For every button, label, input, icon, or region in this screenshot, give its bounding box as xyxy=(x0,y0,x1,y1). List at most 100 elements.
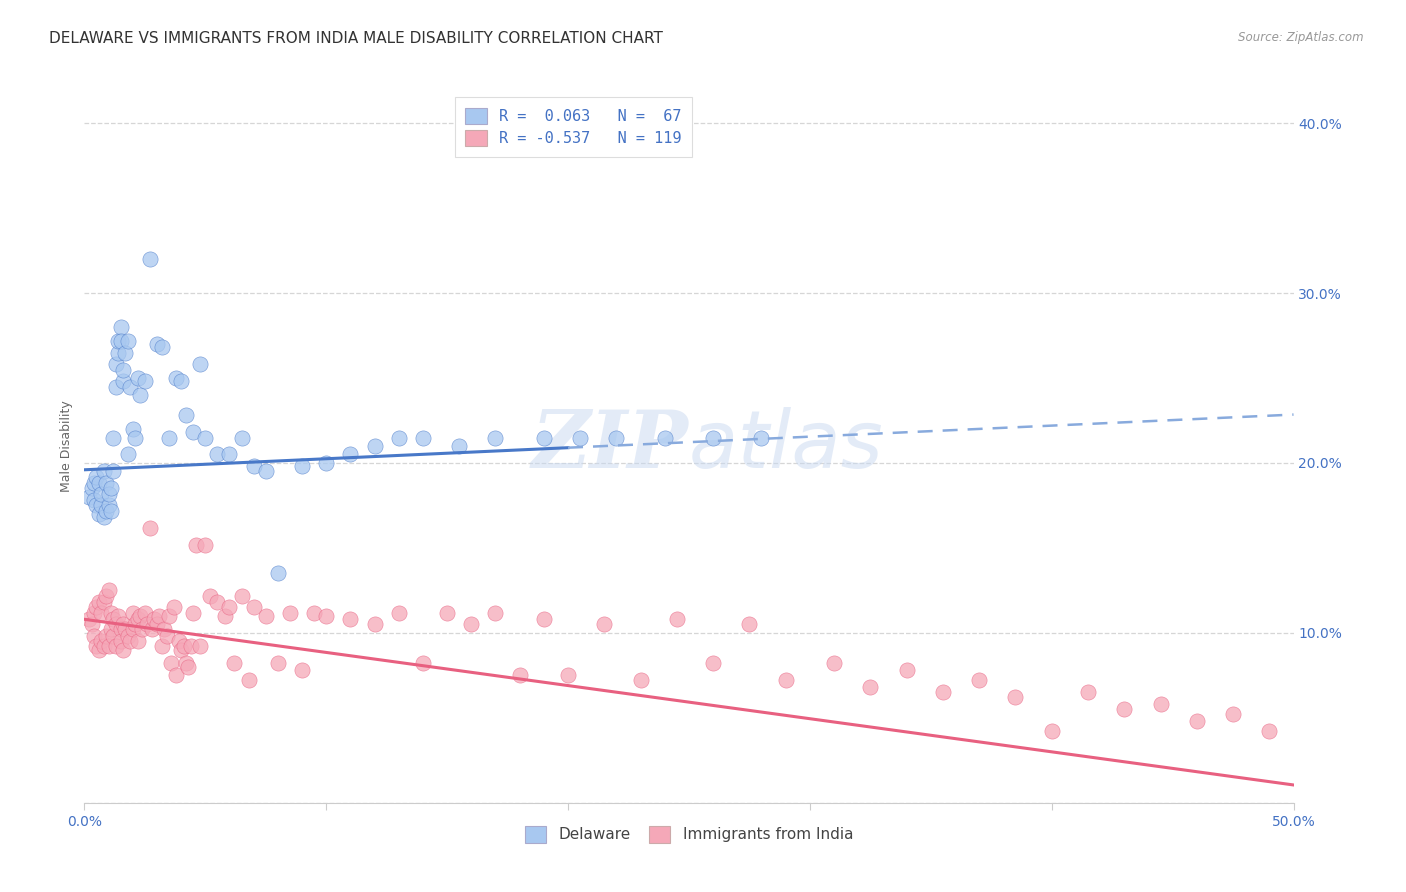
Point xyxy=(194,537,217,551)
Point xyxy=(165,371,187,385)
Point xyxy=(121,422,143,436)
Point xyxy=(751,430,773,444)
Point xyxy=(315,456,337,470)
Point xyxy=(339,612,361,626)
Point xyxy=(339,448,361,462)
Point xyxy=(103,612,125,626)
Point xyxy=(1114,702,1136,716)
Point xyxy=(80,617,103,632)
Text: DELAWARE VS IMMIGRANTS FROM INDIA MALE DISABILITY CORRELATION CHART: DELAWARE VS IMMIGRANTS FROM INDIA MALE D… xyxy=(49,31,664,46)
Point xyxy=(100,482,122,496)
Point xyxy=(738,617,761,632)
Point xyxy=(665,612,688,626)
Point xyxy=(107,334,129,348)
Point xyxy=(267,657,290,671)
Point xyxy=(177,660,200,674)
Point xyxy=(112,375,135,389)
Point xyxy=(97,640,120,654)
Point xyxy=(184,537,207,551)
Point xyxy=(136,617,159,632)
Point xyxy=(150,341,173,355)
Point xyxy=(654,430,676,444)
Point xyxy=(90,634,112,648)
Point xyxy=(80,482,103,496)
Point xyxy=(242,600,264,615)
Point xyxy=(107,608,129,623)
Point xyxy=(121,606,143,620)
Point xyxy=(1040,724,1063,739)
Point xyxy=(77,612,100,626)
Point xyxy=(114,623,136,637)
Point xyxy=(412,430,434,444)
Point xyxy=(138,252,160,266)
Point xyxy=(605,430,627,444)
Point xyxy=(363,439,385,453)
Point xyxy=(100,623,122,637)
Point xyxy=(181,606,204,620)
Point xyxy=(143,612,166,626)
Point xyxy=(291,459,314,474)
Point xyxy=(87,643,110,657)
Legend: Delaware, Immigrants from India: Delaware, Immigrants from India xyxy=(519,820,859,848)
Point xyxy=(87,476,110,491)
Point xyxy=(1185,714,1208,729)
Point xyxy=(129,608,152,623)
Point xyxy=(569,430,592,444)
Point xyxy=(160,657,183,671)
Point xyxy=(593,617,616,632)
Point xyxy=(93,510,115,524)
Point xyxy=(146,617,169,632)
Point xyxy=(146,337,169,351)
Point xyxy=(1149,698,1171,712)
Point xyxy=(1330,736,1353,750)
Point xyxy=(110,334,132,348)
Point xyxy=(238,673,260,688)
Point xyxy=(198,589,221,603)
Point xyxy=(896,663,918,677)
Point xyxy=(104,379,127,393)
Point xyxy=(83,493,105,508)
Point xyxy=(388,430,411,444)
Point xyxy=(127,634,149,648)
Point xyxy=(702,657,724,671)
Point xyxy=(1295,719,1317,733)
Point xyxy=(533,430,555,444)
Point xyxy=(157,430,180,444)
Y-axis label: Male Disability: Male Disability xyxy=(60,401,73,491)
Point xyxy=(120,379,142,393)
Point xyxy=(90,486,112,500)
Point xyxy=(214,608,236,623)
Point xyxy=(138,520,160,534)
Point xyxy=(112,617,135,632)
Point xyxy=(104,640,127,654)
Point xyxy=(484,606,506,620)
Point xyxy=(90,606,112,620)
Point xyxy=(107,345,129,359)
Point xyxy=(86,640,108,654)
Point xyxy=(412,657,434,671)
Point xyxy=(302,606,325,620)
Point xyxy=(315,608,337,623)
Point xyxy=(112,643,135,657)
Point xyxy=(484,430,506,444)
Point xyxy=(129,388,152,402)
Point xyxy=(110,634,132,648)
Point xyxy=(509,668,531,682)
Point xyxy=(291,663,314,677)
Point xyxy=(533,612,555,626)
Point xyxy=(148,608,170,623)
Point xyxy=(87,595,110,609)
Point xyxy=(363,617,385,632)
Point xyxy=(127,612,149,626)
Text: atlas: atlas xyxy=(689,407,884,485)
Point xyxy=(93,595,115,609)
Point xyxy=(278,606,301,620)
Point xyxy=(190,640,212,654)
Point xyxy=(94,589,117,603)
Point xyxy=(932,685,955,699)
Point xyxy=(86,499,108,513)
Point xyxy=(775,673,797,688)
Point xyxy=(110,320,132,334)
Point xyxy=(94,503,117,517)
Point xyxy=(134,606,156,620)
